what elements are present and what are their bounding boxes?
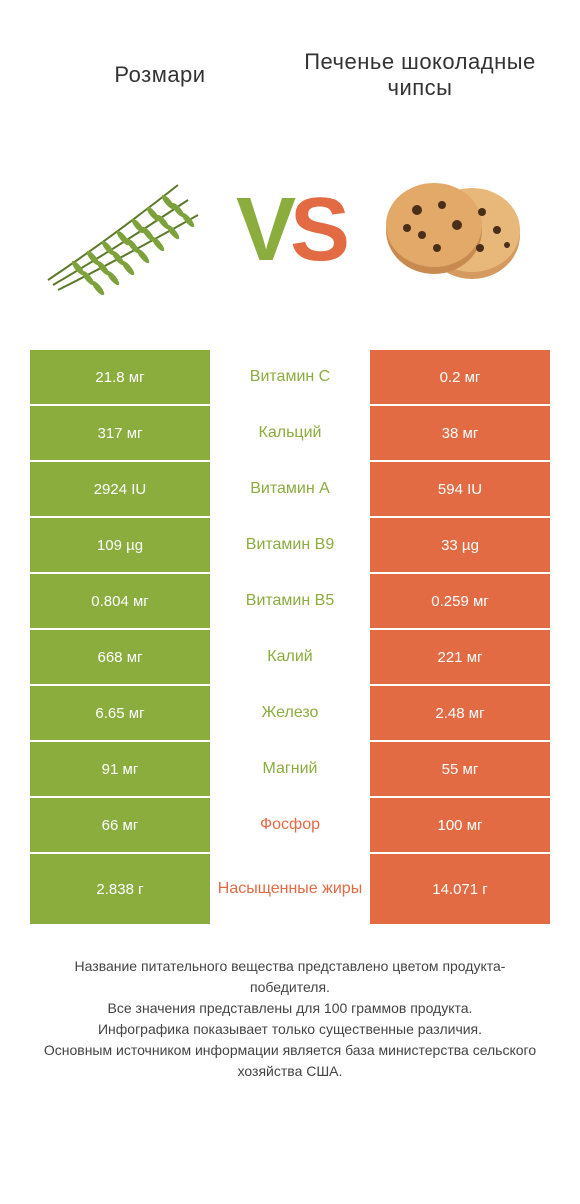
right-value: 221 мг	[370, 630, 550, 684]
footer-notes: Название питательного вещества представл…	[0, 926, 580, 1082]
right-product-image	[354, 170, 550, 290]
left-value: 0.804 мг	[30, 574, 210, 628]
left-value: 66 мг	[30, 798, 210, 852]
nutrient-label: Витамин B9	[210, 518, 370, 572]
table-row: 668 мгКалий221 мг	[30, 630, 550, 686]
table-row: 6.65 мгЖелезо2.48 мг	[30, 686, 550, 742]
table-row: 109 µgВитамин B933 µg	[30, 518, 550, 574]
right-value: 38 мг	[370, 406, 550, 460]
right-value: 100 мг	[370, 798, 550, 852]
left-value: 21.8 мг	[30, 350, 210, 404]
comparison-infographic: Розмари Печенье шоколадные чипсы	[0, 0, 580, 1082]
right-value: 0.259 мг	[370, 574, 550, 628]
nutrient-label: Фосфор	[210, 798, 370, 852]
nutrient-label: Калий	[210, 630, 370, 684]
table-row: 2.838 гНасыщенные жиры14.071 г	[30, 854, 550, 926]
left-value: 2.838 г	[30, 854, 210, 924]
nutrient-label: Магний	[210, 742, 370, 796]
nutrient-label: Витамин A	[210, 462, 370, 516]
left-product-title: Розмари	[30, 62, 290, 88]
nutrient-label: Витамин C	[210, 350, 370, 404]
titles-row: Розмари Печенье шоколадные чипсы	[0, 0, 580, 130]
left-value: 2924 IU	[30, 462, 210, 516]
right-value: 2.48 мг	[370, 686, 550, 740]
cookies-icon	[372, 170, 532, 290]
nutrient-label: Железо	[210, 686, 370, 740]
table-row: 317 мгКальций38 мг	[30, 406, 550, 462]
nutrient-label: Витамин B5	[210, 574, 370, 628]
left-value: 109 µg	[30, 518, 210, 572]
right-value: 14.071 г	[370, 854, 550, 924]
left-product-image	[30, 160, 226, 300]
nutrient-label: Кальций	[210, 406, 370, 460]
vs-v: V	[236, 180, 290, 280]
nutrient-label: Насыщенные жиры	[210, 854, 370, 924]
hero-row: VS	[0, 130, 580, 350]
table-row: 21.8 мгВитамин C0.2 мг	[30, 350, 550, 406]
rosemary-icon	[38, 160, 218, 300]
comparison-table: 21.8 мгВитамин C0.2 мг317 мгКальций38 мг…	[0, 350, 580, 926]
footer-line: Инфографика показывает только существенн…	[40, 1019, 540, 1040]
right-product-title: Печенье шоколадные чипсы	[290, 49, 550, 102]
vs-s: S	[290, 180, 344, 280]
table-row: 91 мгМагний55 мг	[30, 742, 550, 798]
left-value: 668 мг	[30, 630, 210, 684]
right-value: 0.2 мг	[370, 350, 550, 404]
table-row: 0.804 мгВитамин B50.259 мг	[30, 574, 550, 630]
footer-line: Все значения представлены для 100 граммо…	[40, 998, 540, 1019]
left-value: 91 мг	[30, 742, 210, 796]
right-value: 594 IU	[370, 462, 550, 516]
footer-line: Основным источником информации является …	[40, 1040, 540, 1082]
vs-label: VS	[226, 179, 354, 282]
right-value: 33 µg	[370, 518, 550, 572]
footer-line: Название питательного вещества представл…	[40, 956, 540, 998]
table-row: 2924 IUВитамин A594 IU	[30, 462, 550, 518]
right-value: 55 мг	[370, 742, 550, 796]
table-row: 66 мгФосфор100 мг	[30, 798, 550, 854]
left-value: 317 мг	[30, 406, 210, 460]
left-value: 6.65 мг	[30, 686, 210, 740]
